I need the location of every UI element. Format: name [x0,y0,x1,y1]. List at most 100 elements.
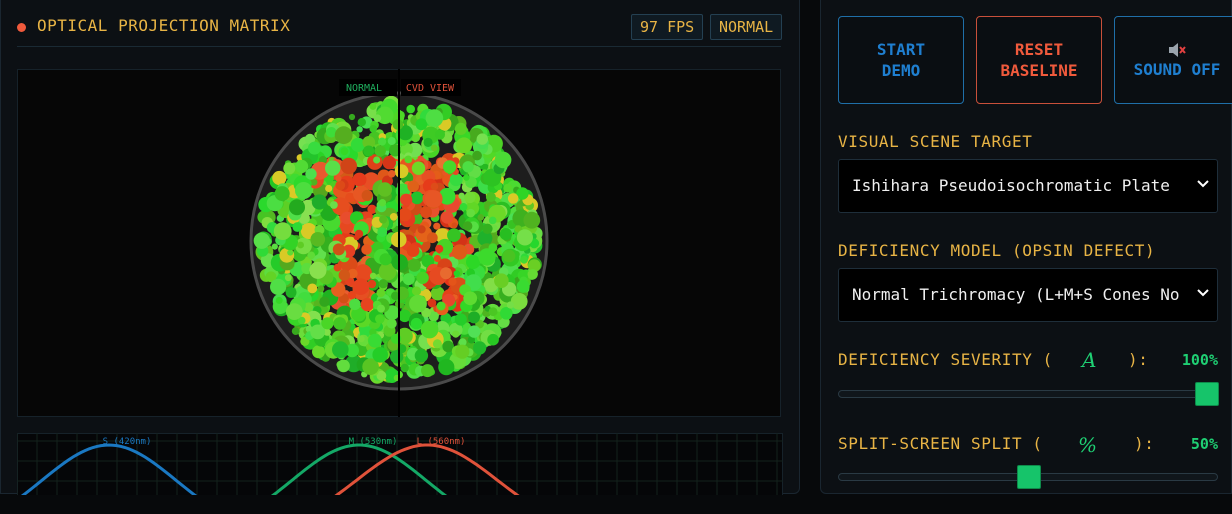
plate-dot [414,348,429,363]
plate-dot [478,248,496,266]
plate-dot [467,336,475,344]
plate-dot [307,251,316,260]
severity-slider[interactable] [838,382,1219,406]
plate-dot [466,254,481,270]
plate-dot [304,133,316,145]
plate-dot [421,254,435,268]
plate-dot [448,277,457,286]
plate-dot [468,325,481,338]
plate-dot [310,232,326,247]
plate-dot [452,244,468,260]
plate-dot [387,137,396,145]
plate-dot [440,211,454,224]
plate-dot [477,230,493,246]
plate-dot [406,104,416,114]
plate-dot [430,182,439,191]
plate-dot [326,127,337,138]
plate-dot [362,358,379,376]
sound-button[interactable]: SOUND OFF [1114,16,1232,104]
plate-dot [410,317,423,330]
plate-dot [463,291,478,306]
plate-dots [253,95,543,384]
plate-dot [295,182,313,200]
plate-dot [275,296,283,304]
plate-dot [272,170,287,186]
plate-dot [369,125,378,133]
plate-dot [436,301,446,311]
start-button[interactable]: START DEMO [838,16,964,104]
plate-dot [435,244,444,253]
plate-dot [279,247,295,263]
plate-dot [434,129,445,140]
plate-dot [456,137,472,154]
plate-dot [362,136,376,149]
status-dot [17,23,26,32]
plate-dot [308,141,321,155]
plate-dot [272,299,288,315]
split-label: SPLIT-SCREEN SPLIT ( [838,434,1043,453]
plate-dot [330,201,338,209]
plate-dot [430,286,445,301]
l-label: L (560nm) [417,437,466,447]
label-bg [401,79,461,96]
plate-dot [311,194,327,210]
plate-dot [416,271,429,284]
scene-select[interactable]: Ishihara Pseudoisochromatic Plate [838,159,1218,213]
plate-dot [333,317,347,330]
plate-dot [319,296,330,307]
plate-dot [398,207,412,222]
plate-dot [360,298,374,312]
severity-symbol: A [1082,348,1097,372]
plate-dot [340,211,354,225]
plate-dot [376,288,386,298]
plate-dot [297,241,304,249]
plate-dot [372,347,389,363]
plate-dot [398,309,412,323]
plate-dot [379,253,392,266]
plate-dot [334,126,353,145]
plate-dot [425,109,444,127]
slider-thumb[interactable] [1017,465,1041,489]
plate-dot [377,304,385,313]
plate-dot [391,291,400,301]
severity-value: 100% [1181,351,1218,369]
plate-dot [438,359,455,376]
plate-dot [309,261,327,279]
plate-dot [356,126,363,133]
plate-dot [523,211,541,229]
plate-dot [292,222,303,232]
plate-dot [361,189,373,202]
plate-dot [387,170,396,178]
plate-dot [390,350,404,364]
plate-dot [373,156,381,164]
reset-button[interactable]: RESET BASELINE [976,16,1102,104]
plate-dot [283,162,296,175]
severity-label: DEFICIENCY SEVERITY ( [838,350,1053,369]
plate-dot [410,191,424,205]
plate-dot [307,283,318,294]
plate-dot [382,155,396,170]
select-value: Normal Trichromacy (L+M+S Cones No [852,285,1180,304]
plate-dot [287,249,294,256]
plate-dot [347,268,358,279]
plate-dot [273,222,292,241]
chevron [1197,180,1209,188]
plate-dot [432,339,442,349]
plate-dot [404,155,413,164]
model-select[interactable]: Normal Trichromacy (L+M+S Cones No [838,268,1218,322]
plate-dot [488,307,498,317]
plate-dot [499,228,512,241]
label-text: DEFICIENCY SEVERITY ( [838,350,1053,369]
plate-dot [427,298,437,308]
slider-thumb[interactable] [1195,382,1219,406]
plate-dot [310,324,326,340]
plate-dot [310,178,318,186]
plate-dot [285,303,303,320]
split-slider[interactable] [838,465,1218,489]
plate-dot [289,199,305,216]
plate-dot [451,222,458,229]
plate-dot [378,262,397,281]
plate-dot [468,311,480,324]
plate-dot [338,269,350,281]
plate-dot [426,232,438,244]
